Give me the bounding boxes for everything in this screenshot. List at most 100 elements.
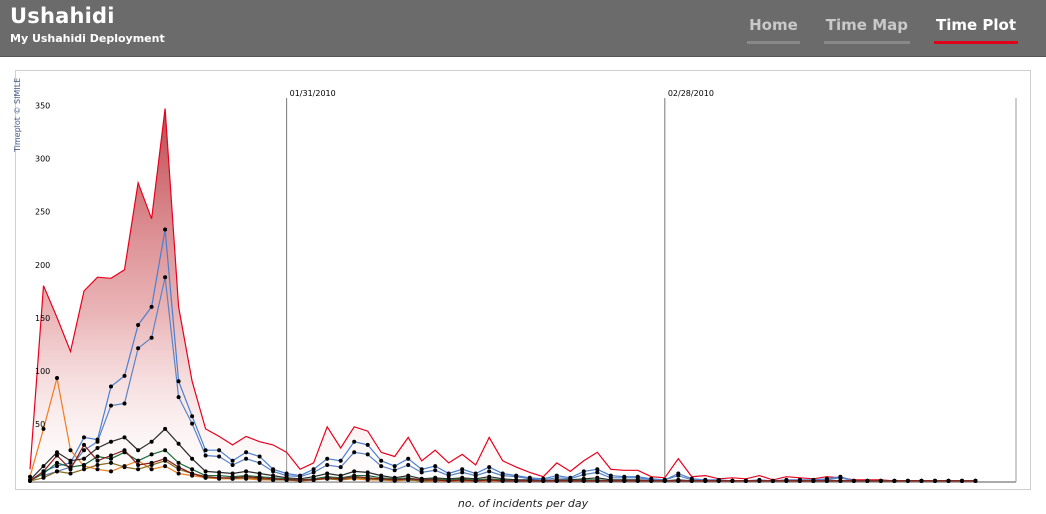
data-point[interactable]: [41, 464, 46, 469]
data-point[interactable]: [608, 478, 613, 483]
data-point[interactable]: [514, 474, 519, 479]
data-point[interactable]: [838, 478, 843, 483]
data-point[interactable]: [217, 470, 222, 475]
data-point[interactable]: [109, 469, 113, 474]
data-point[interactable]: [419, 477, 424, 482]
nav-item-time-map[interactable]: Time Map: [823, 16, 910, 44]
data-point[interactable]: [190, 414, 195, 419]
data-point[interactable]: [149, 460, 154, 465]
data-point[interactable]: [55, 469, 59, 474]
data-point[interactable]: [163, 464, 168, 469]
data-point[interactable]: [109, 403, 113, 408]
data-point[interactable]: [41, 475, 46, 480]
data-point[interactable]: [392, 477, 397, 482]
data-point[interactable]: [82, 448, 86, 453]
data-point[interactable]: [851, 478, 856, 483]
series-line-1[interactable]: [43, 229, 976, 482]
data-point[interactable]: [730, 478, 735, 483]
data-point[interactable]: [176, 441, 181, 446]
data-point[interactable]: [95, 458, 100, 463]
data-point[interactable]: [163, 456, 168, 461]
data-point[interactable]: [203, 453, 208, 458]
data-point[interactable]: [257, 460, 262, 465]
data-point[interactable]: [55, 460, 59, 465]
data-point[interactable]: [136, 323, 141, 327]
data-point[interactable]: [865, 478, 870, 483]
data-point[interactable]: [109, 460, 113, 465]
data-point[interactable]: [244, 469, 249, 474]
data-point[interactable]: [95, 463, 100, 467]
data-point[interactable]: [946, 478, 951, 483]
data-point[interactable]: [55, 450, 59, 455]
data-point[interactable]: [311, 477, 316, 482]
data-point[interactable]: [109, 439, 113, 444]
data-point[interactable]: [149, 467, 154, 472]
data-point[interactable]: [703, 478, 708, 483]
data-point[interactable]: [230, 458, 235, 463]
data-point[interactable]: [271, 476, 276, 481]
data-point[interactable]: [365, 452, 370, 457]
data-point[interactable]: [257, 454, 262, 459]
data-point[interactable]: [163, 227, 168, 232]
data-point[interactable]: [595, 467, 600, 472]
data-point[interactable]: [743, 478, 748, 483]
data-point[interactable]: [136, 448, 141, 453]
data-point[interactable]: [581, 469, 586, 474]
data-point[interactable]: [311, 467, 316, 472]
data-point[interactable]: [68, 471, 73, 476]
nav-item-time-plot[interactable]: Time Plot: [933, 16, 1018, 44]
data-point[interactable]: [622, 478, 627, 483]
data-point[interactable]: [284, 477, 289, 482]
data-point[interactable]: [82, 442, 86, 447]
data-point[interactable]: [176, 395, 181, 400]
data-point[interactable]: [338, 476, 343, 481]
data-point[interactable]: [190, 467, 195, 472]
data-point[interactable]: [352, 450, 357, 455]
data-point[interactable]: [960, 478, 964, 483]
data-point[interactable]: [149, 439, 154, 444]
data-point[interactable]: [190, 421, 195, 426]
data-point[interactable]: [109, 384, 113, 389]
data-point[interactable]: [473, 478, 478, 483]
data-point[interactable]: [446, 473, 451, 478]
data-point[interactable]: [203, 474, 208, 479]
data-point[interactable]: [203, 469, 208, 474]
data-point[interactable]: [365, 475, 370, 480]
data-point[interactable]: [271, 469, 276, 474]
data-point[interactable]: [892, 478, 897, 483]
data-point[interactable]: [460, 467, 465, 472]
data-point[interactable]: [95, 446, 100, 450]
data-point[interactable]: [163, 275, 168, 280]
data-point[interactable]: [122, 435, 127, 440]
data-point[interactable]: [190, 456, 195, 461]
data-point[interactable]: [244, 456, 249, 461]
data-point[interactable]: [581, 472, 586, 477]
timeplot-frame[interactable]: [15, 70, 1031, 490]
data-point[interactable]: [136, 346, 141, 351]
data-point[interactable]: [122, 465, 127, 470]
data-point[interactable]: [905, 478, 910, 483]
data-point[interactable]: [500, 473, 505, 478]
data-point[interactable]: [122, 373, 127, 378]
data-point[interactable]: [55, 453, 59, 458]
data-point[interactable]: [298, 477, 303, 482]
data-point[interactable]: [41, 469, 46, 474]
data-point[interactable]: [379, 464, 384, 469]
data-point[interactable]: [217, 475, 222, 480]
data-point[interactable]: [136, 458, 141, 463]
data-point[interactable]: [811, 478, 816, 483]
data-point[interactable]: [352, 469, 357, 474]
data-point[interactable]: [689, 478, 694, 483]
data-point[interactable]: [68, 458, 73, 463]
data-point[interactable]: [676, 478, 681, 483]
data-point[interactable]: [82, 435, 86, 440]
data-point[interactable]: [554, 478, 559, 483]
data-point[interactable]: [635, 478, 640, 483]
data-point[interactable]: [338, 458, 343, 463]
data-point[interactable]: [662, 478, 667, 483]
data-point[interactable]: [460, 477, 465, 482]
data-point[interactable]: [68, 448, 73, 453]
data-point[interactable]: [797, 478, 802, 483]
data-point[interactable]: [352, 439, 357, 444]
data-point[interactable]: [716, 478, 721, 483]
